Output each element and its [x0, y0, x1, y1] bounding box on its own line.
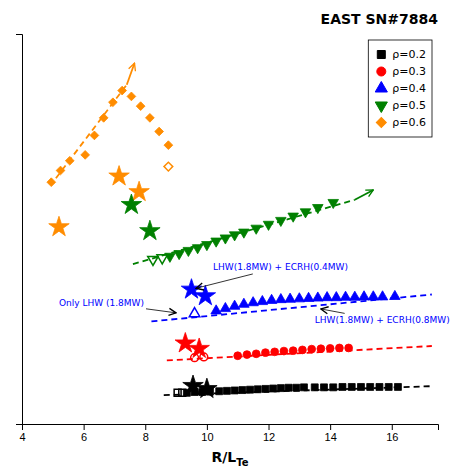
point	[127, 92, 136, 101]
annotations: Only LHW (1.8MW) LHW(1.8MW) + ECRH(0.4MW)…	[59, 262, 450, 325]
x-tick-mark	[392, 424, 393, 430]
point	[81, 151, 90, 160]
trend-line	[167, 346, 432, 360]
trend-line	[56, 85, 127, 179]
star-point	[121, 194, 141, 213]
y-axis-line	[16, 35, 23, 425]
point	[276, 294, 287, 303]
legend-label: ρ=0.5	[392, 99, 426, 112]
point	[189, 308, 200, 317]
x-tick-mark	[269, 424, 270, 430]
point	[146, 113, 155, 122]
x-tick: 12	[263, 424, 275, 443]
x-tick-mark	[84, 424, 85, 430]
point	[368, 291, 379, 300]
x-axis-line	[23, 425, 439, 431]
point	[252, 350, 260, 358]
star-point	[189, 338, 209, 357]
point	[229, 300, 240, 309]
x-tick-label: 12	[263, 431, 275, 443]
point	[313, 205, 324, 214]
point	[263, 221, 274, 230]
point	[331, 292, 342, 301]
star-point	[49, 216, 69, 235]
star-point	[197, 378, 217, 397]
x-tick-label: 8	[143, 431, 149, 443]
annotation-arrow	[321, 309, 345, 313]
point	[90, 131, 99, 140]
star-point	[195, 285, 215, 304]
x-axis-title: R/LTe	[211, 449, 248, 468]
x-axis-title-subscript: Te	[236, 457, 248, 468]
legend-frame	[368, 40, 432, 137]
title: EAST SN#7884	[321, 11, 439, 27]
x-tick-mark	[145, 424, 146, 430]
point	[285, 293, 296, 302]
point	[359, 291, 370, 300]
point	[303, 292, 314, 301]
point	[340, 291, 351, 300]
annotation-arrow	[196, 274, 253, 288]
legend: ρ=0.2 ρ=0.3 ρ=0.4 ρ=0.5 ρ=0.6	[368, 40, 432, 137]
legend-symbol	[376, 117, 386, 127]
point	[367, 383, 374, 390]
point	[322, 292, 333, 301]
x-tick: 16	[386, 424, 398, 443]
annotation-text: LHW(1.8MW) + ECRH(0.4MW)	[213, 262, 348, 272]
point	[266, 294, 277, 303]
point	[47, 178, 56, 187]
point	[164, 141, 173, 150]
x-axis: 4 6 8 10 12 14 16	[19, 424, 438, 443]
point	[243, 351, 251, 359]
star-point	[183, 375, 203, 394]
point	[220, 302, 231, 311]
point	[136, 102, 145, 111]
point	[211, 305, 222, 314]
legend-symbol	[377, 67, 386, 76]
point	[350, 291, 361, 300]
x-tick-label: 6	[81, 431, 87, 443]
annotation-arrow	[146, 309, 176, 313]
legend-label: ρ=0.6	[392, 116, 426, 129]
trend-arrow	[127, 63, 135, 84]
star-point	[140, 220, 160, 239]
x-tick-label: 14	[325, 431, 337, 443]
x-tick-mark	[330, 424, 331, 430]
chart: 4 6 8 10 12 14 16 Only LHW (1.8MW) LHW(1.8MW) + …	[0, 0, 474, 474]
point	[294, 293, 305, 302]
point	[164, 162, 173, 171]
point	[155, 127, 164, 136]
legend-label: ρ=0.3	[392, 65, 426, 78]
x-tick: 10	[201, 424, 213, 443]
trend-line	[133, 200, 355, 264]
x-tick: 4	[19, 424, 25, 443]
x-tick-label: 4	[19, 431, 25, 443]
x-tick-label: 16	[386, 431, 398, 443]
legend-label: ρ=0.4	[392, 82, 426, 95]
x-tick: 6	[81, 424, 87, 443]
y-axis	[16, 35, 23, 425]
trend-arrow	[355, 190, 373, 200]
legend-symbol	[375, 81, 387, 92]
x-tick: 14	[325, 424, 337, 443]
annotation-text: Only LHW (1.8MW)	[59, 298, 144, 308]
x-tick-mark	[207, 424, 208, 430]
star-point	[175, 333, 195, 352]
legend-label: ρ=0.2	[392, 48, 426, 61]
x-tick: 8	[143, 424, 149, 443]
point	[288, 213, 299, 222]
legend-symbol	[377, 51, 385, 59]
legend-symbol	[375, 102, 387, 113]
annotation-text: LHW(1.8MW) + ECRH(0.8MW)	[315, 315, 450, 325]
x-axis-title-main: R/L	[211, 449, 236, 465]
point	[313, 292, 324, 301]
x-tick-label: 10	[201, 431, 213, 443]
star-point	[109, 166, 129, 185]
point	[376, 383, 383, 390]
